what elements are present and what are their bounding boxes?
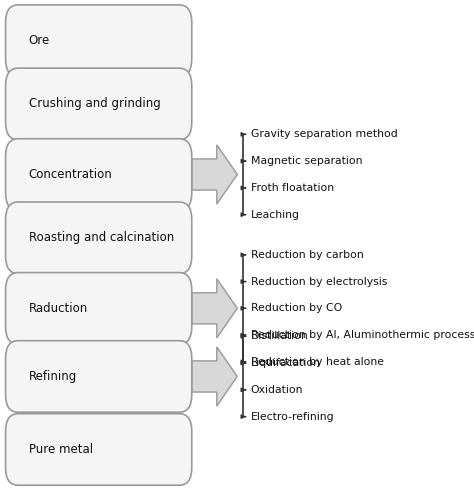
FancyBboxPatch shape <box>6 5 192 76</box>
FancyBboxPatch shape <box>6 273 192 344</box>
Text: Concentration: Concentration <box>28 168 112 181</box>
Text: Froth floatation: Froth floatation <box>251 183 334 193</box>
Text: Gravity separation method: Gravity separation method <box>251 129 397 140</box>
Polygon shape <box>192 145 237 204</box>
FancyBboxPatch shape <box>6 414 192 485</box>
Polygon shape <box>74 63 123 82</box>
Polygon shape <box>74 260 123 286</box>
Polygon shape <box>74 331 123 354</box>
Polygon shape <box>74 126 123 152</box>
Text: Leaching: Leaching <box>251 210 300 220</box>
Polygon shape <box>192 279 237 338</box>
Text: Distillation: Distillation <box>251 331 308 342</box>
Text: Reduction by carbon: Reduction by carbon <box>251 250 364 260</box>
FancyBboxPatch shape <box>6 202 192 274</box>
Polygon shape <box>74 398 123 427</box>
Text: Reduction by heat alone: Reduction by heat alone <box>251 357 383 367</box>
Text: Reduction by electrolysis: Reduction by electrolysis <box>251 277 387 287</box>
Polygon shape <box>192 347 237 406</box>
FancyBboxPatch shape <box>6 139 192 210</box>
Text: Roasting and calcination: Roasting and calcination <box>28 231 174 244</box>
Text: Liquifacation: Liquifacation <box>251 358 320 368</box>
Text: Reduction by Al, Aluminothermic process: Reduction by Al, Aluminothermic process <box>251 330 474 340</box>
Text: Ore: Ore <box>28 34 50 47</box>
Text: Refining: Refining <box>28 370 77 383</box>
Text: Crushing and grinding: Crushing and grinding <box>28 98 160 110</box>
Text: Raduction: Raduction <box>28 302 88 315</box>
Text: Reduction by CO: Reduction by CO <box>251 303 342 313</box>
FancyBboxPatch shape <box>6 68 192 140</box>
Polygon shape <box>74 197 123 216</box>
Text: Oxidation: Oxidation <box>251 385 303 395</box>
Text: Magnetic separation: Magnetic separation <box>251 156 362 166</box>
Text: Electro-refining: Electro-refining <box>251 412 334 422</box>
Text: Pure metal: Pure metal <box>28 443 93 456</box>
FancyBboxPatch shape <box>6 341 192 412</box>
